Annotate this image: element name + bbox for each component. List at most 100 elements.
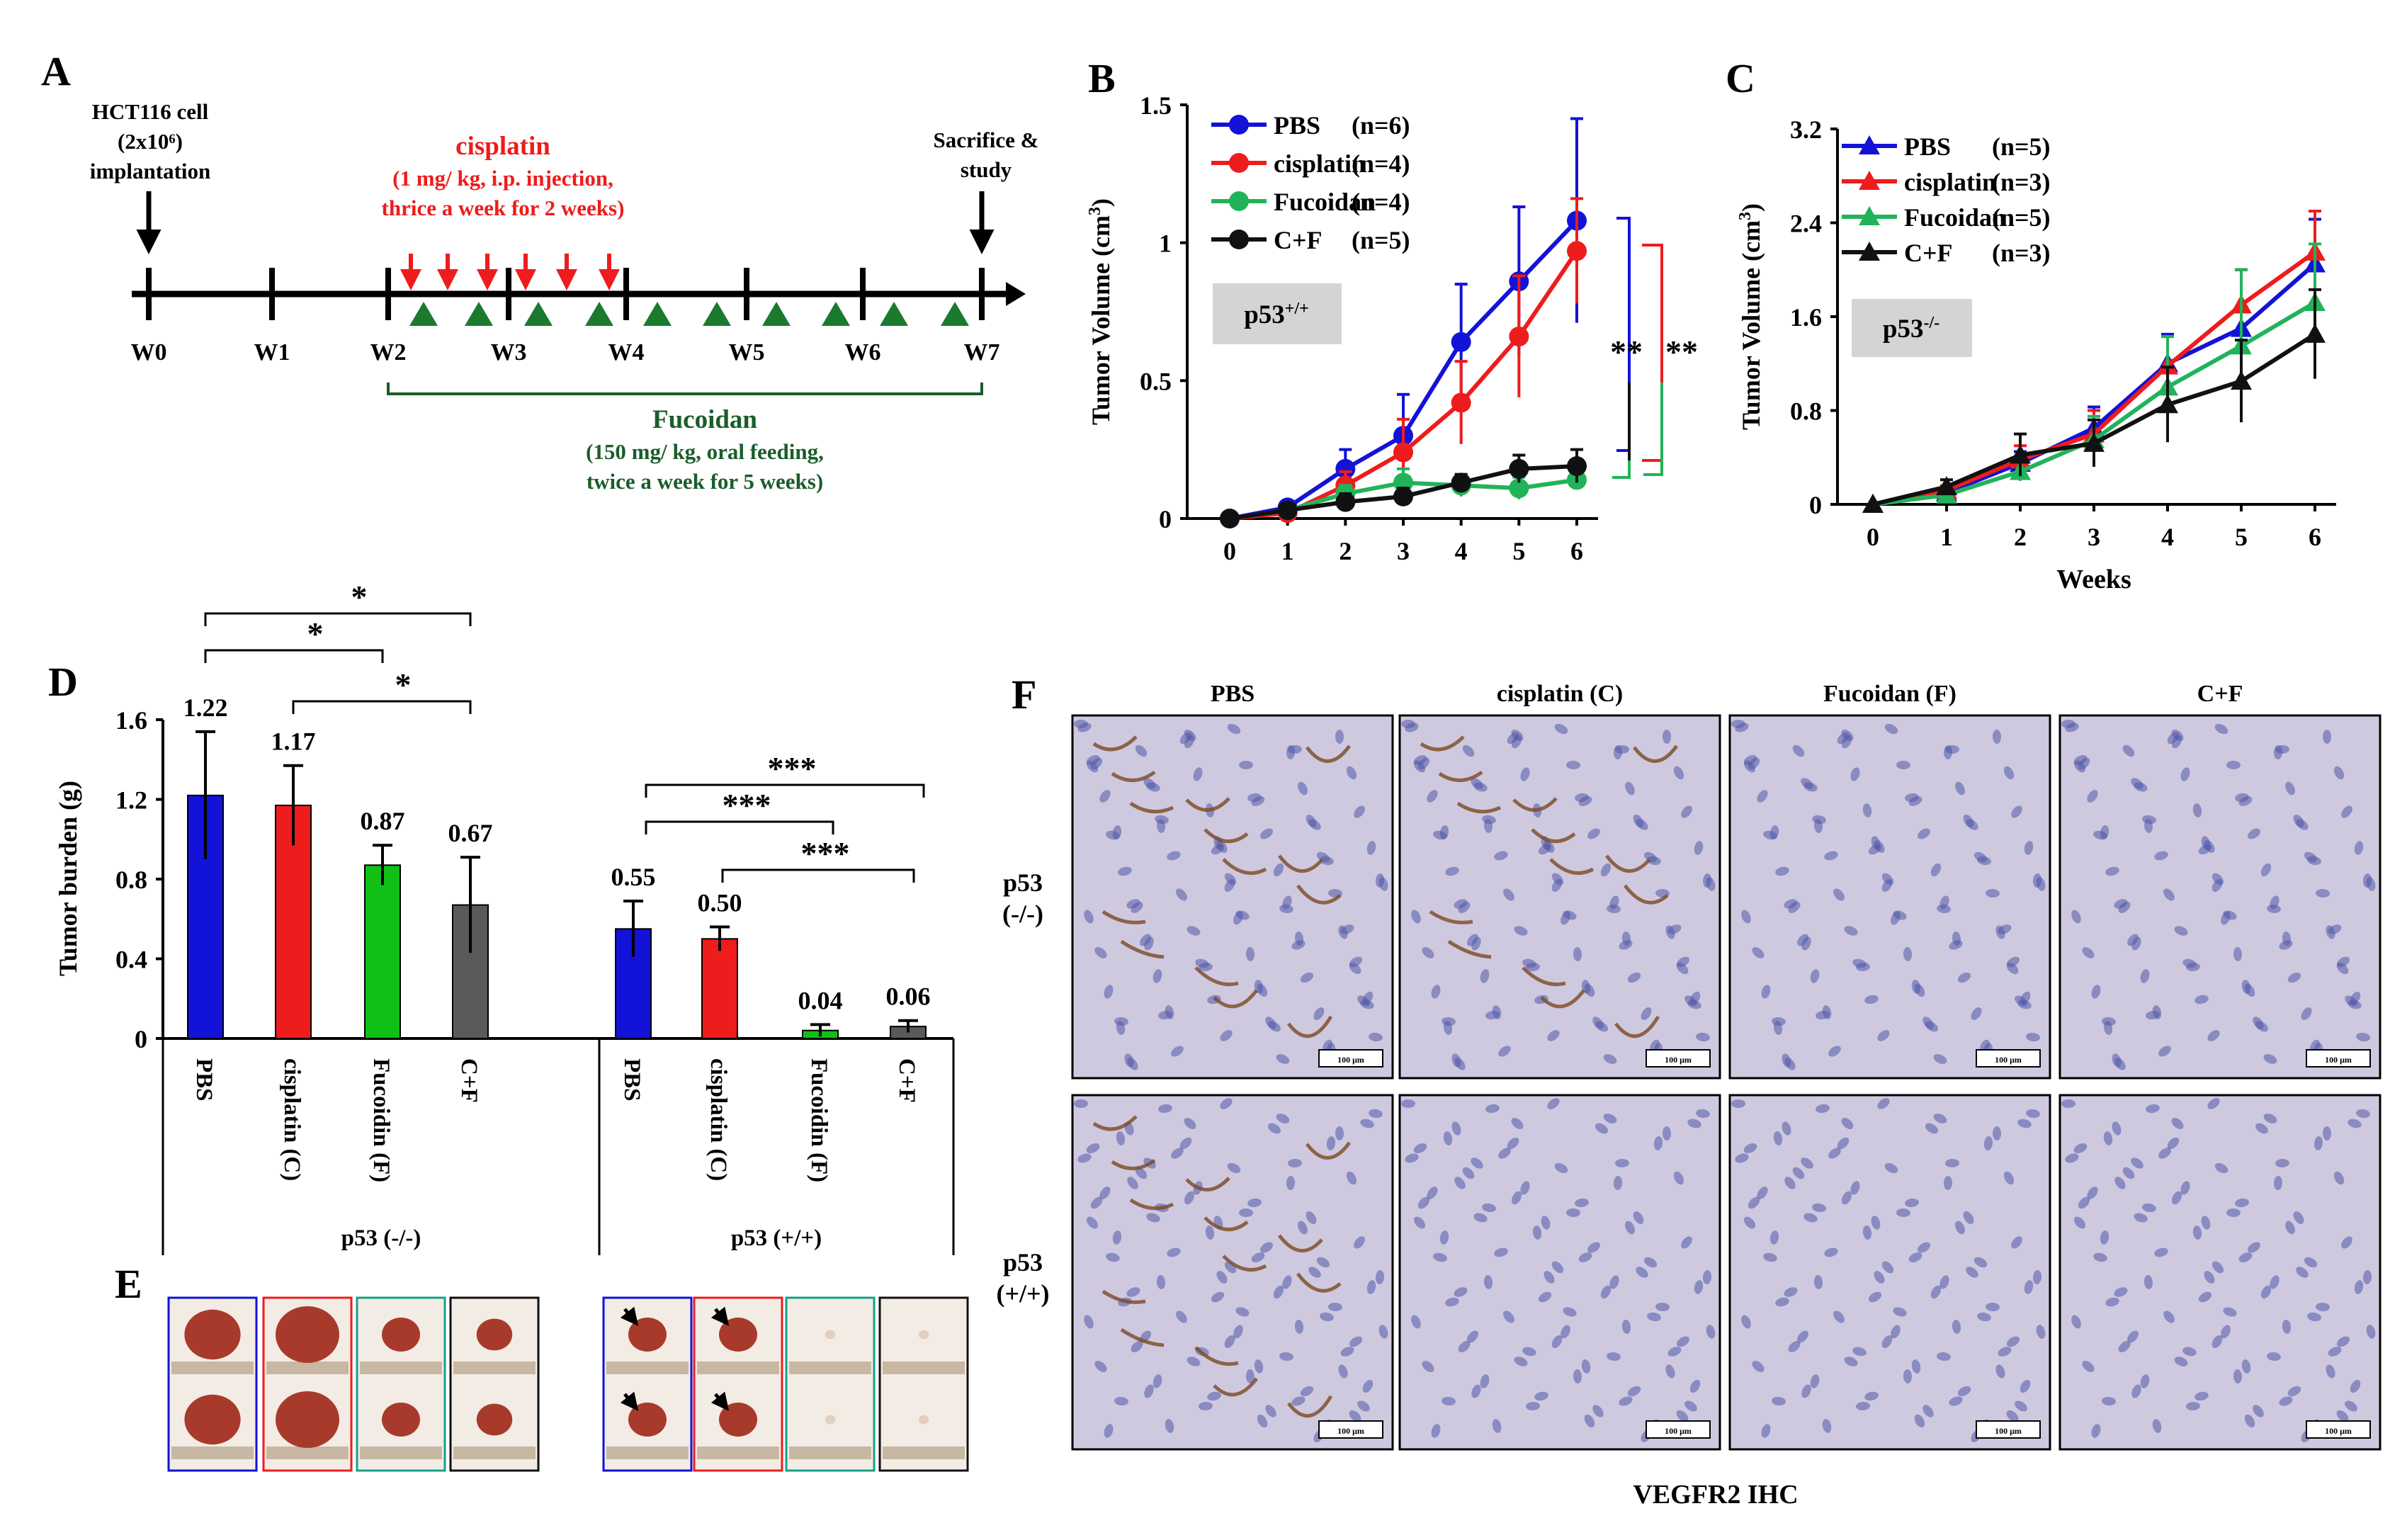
- nucleus: [1816, 1010, 1830, 1020]
- nucleus: [1914, 1414, 1925, 1428]
- x-tick-label: 6: [1570, 537, 1583, 565]
- nucleus: [1308, 1267, 1321, 1278]
- nucleus: [1816, 1104, 1830, 1114]
- nucleus: [1273, 1285, 1284, 1299]
- nucleus: [1507, 1137, 1519, 1150]
- nucleus: [1633, 1211, 1644, 1225]
- sig-bracket-left: [292, 700, 472, 714]
- nucleus: [1609, 1275, 1619, 1289]
- nucleus: [2152, 1419, 2162, 1433]
- ihc-column-header: Fucoidan (F): [1823, 681, 1956, 707]
- nucleus: [1207, 1391, 1221, 1401]
- week-label-w1: W1: [254, 339, 290, 366]
- fucoidan-dose-triangle-1: [409, 302, 438, 326]
- nucleus: [1267, 1021, 1281, 1032]
- implant-text-2: (2x10⁶): [118, 129, 183, 154]
- nucleus: [1896, 1208, 1910, 1218]
- nucleus: [1211, 1291, 1225, 1303]
- nucleus: [2333, 766, 2345, 780]
- nucleus: [2253, 1405, 2264, 1417]
- cisplatin-arrows: [400, 254, 620, 290]
- ihc-column-header: cisplatin (C): [1497, 681, 1624, 707]
- y-tick-label: 2.4: [1790, 210, 1822, 238]
- nucleus: [2285, 1221, 2295, 1235]
- nucleus: [1366, 1280, 1376, 1294]
- nucleus: [1077, 723, 1092, 732]
- legend-name: cisplatin: [1904, 168, 1996, 196]
- nucleus: [1992, 730, 2002, 744]
- nucleus: [1687, 1000, 1701, 1009]
- ihc-column-header: C+F: [2197, 681, 2243, 707]
- cisplatin-title: cisplatin: [455, 132, 550, 161]
- ihc-row2-label-a: p53: [1003, 1248, 1043, 1276]
- nucleus: [2003, 766, 2015, 780]
- nucleus: [1933, 1114, 1947, 1123]
- nucleus: [1966, 819, 1978, 830]
- nucleus: [1494, 851, 1508, 861]
- nucleus: [1641, 1007, 1652, 1020]
- fucoidan-bracket: [387, 383, 983, 395]
- nucleus: [1131, 1341, 1143, 1352]
- nucleus: [1837, 1137, 1850, 1150]
- vessel-stain: [1222, 1255, 1267, 1272]
- nucleus: [2285, 781, 2295, 796]
- nucleus: [2244, 983, 2255, 997]
- nucleus: [1773, 1131, 1783, 1145]
- nucleus: [1298, 1221, 1308, 1235]
- nucleus: [2003, 1171, 2015, 1185]
- ruler-strip: [606, 1361, 689, 1374]
- vessel-stain: [1512, 797, 1558, 812]
- nucleus: [1328, 1302, 1342, 1312]
- vessel-stain: [1438, 770, 1483, 782]
- nucleus: [2073, 760, 2086, 773]
- sig-star-right: ***: [768, 750, 817, 786]
- nucleus: [1541, 1216, 1551, 1230]
- nucleus: [1621, 1320, 1631, 1334]
- x-tick-label: 1: [1940, 523, 1953, 551]
- nucleus: [2241, 1359, 2251, 1374]
- nucleus: [1735, 1153, 1749, 1163]
- nucleus: [1273, 863, 1284, 877]
- nucleus: [1480, 1374, 1490, 1388]
- nucleus: [1763, 830, 1777, 840]
- legend-name: Fucoidan: [1274, 188, 1376, 216]
- bar-category-label: cisplatin (C): [706, 1058, 731, 1181]
- fucoidan-dose-triangle-3: [524, 302, 553, 326]
- tumor-specimen: [628, 1403, 667, 1437]
- nucleus: [1977, 856, 1991, 866]
- nucleus: [1171, 1148, 1184, 1159]
- nucleus: [2017, 1000, 2032, 1009]
- nucleus: [1676, 962, 1689, 975]
- nucleus: [1335, 730, 1344, 744]
- nucleus: [1179, 1137, 1192, 1150]
- ruler-strip: [697, 1446, 779, 1459]
- ruler-strip: [789, 1361, 871, 1374]
- nucleus: [2093, 1252, 2107, 1262]
- chart-b-genotype-label: p53+/+: [1244, 300, 1309, 329]
- nucleus: [2223, 1307, 2237, 1317]
- nucleus: [1112, 1230, 1122, 1245]
- fucoidan-dose-triangle-8: [822, 302, 850, 326]
- nucleus: [2192, 1225, 2202, 1240]
- nucleus: [1801, 1157, 1813, 1169]
- nucleus: [1812, 1203, 1826, 1213]
- nucleus: [2296, 819, 2309, 830]
- nucleus: [1995, 1364, 2005, 1378]
- tumor-arrow: [710, 1306, 730, 1326]
- nucleus: [1433, 830, 1447, 840]
- nucleus: [1706, 877, 1716, 891]
- nucleus: [1483, 1275, 1493, 1289]
- nucleus: [1643, 1257, 1658, 1268]
- nucleus: [1186, 1357, 1201, 1366]
- nucleus: [1417, 1196, 1430, 1209]
- tumor-specimen: [719, 1403, 757, 1437]
- bar-category-label: PBS: [619, 1058, 645, 1102]
- y-axis-label: Tumor Volume (cm3): [1736, 203, 1765, 430]
- nucleus: [1813, 819, 1823, 833]
- nucleus: [1607, 1352, 1621, 1361]
- nucleus: [1167, 1247, 1181, 1257]
- nucleus: [1647, 856, 1661, 866]
- vessel-stain: [1204, 828, 1249, 844]
- nucleus: [1300, 1386, 1314, 1397]
